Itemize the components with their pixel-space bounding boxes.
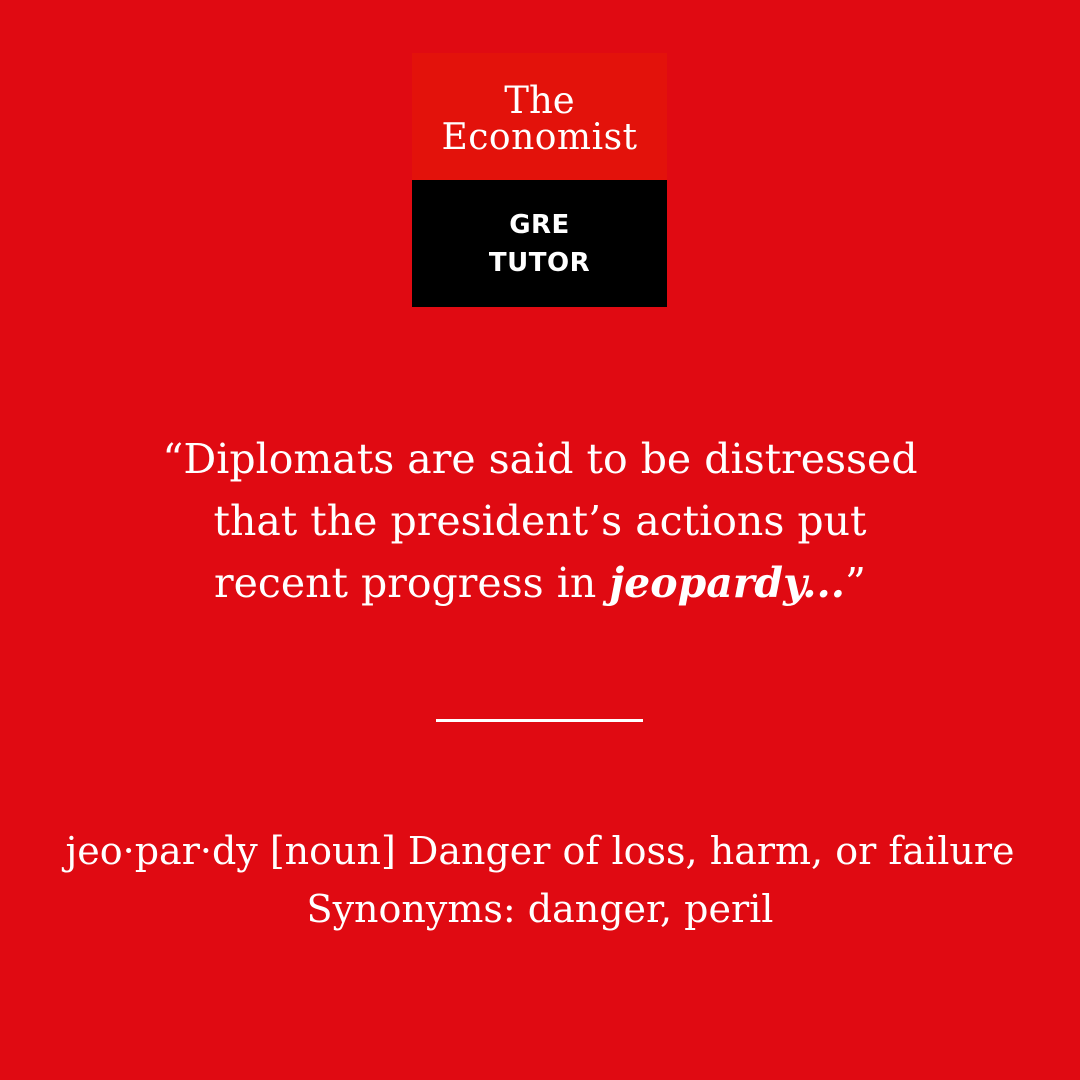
quote-line-2: that the president’s actions put — [213, 497, 867, 545]
logo-text-economist: Economist — [441, 116, 638, 158]
quote-line-3-prefix: recent progress in — [214, 559, 610, 607]
word-definition: jeo·par·dy [noun] Danger of loss, harm, … — [40, 822, 1040, 938]
quote-line-3: recent progress in jeopardy...” — [60, 552, 1020, 614]
divider-line — [436, 719, 643, 722]
example-quote: “Diplomats are said to be distressed tha… — [60, 428, 1020, 614]
economist-wordmark: The Economist — [412, 53, 667, 180]
synonyms-line: Synonyms: danger, peril — [306, 887, 774, 931]
badge-text-tutor: TUTOR — [488, 247, 591, 278]
badge-text-gre: GRE — [509, 209, 570, 240]
economist-gre-tutor-logo: The Economist GRE TUTOR — [412, 53, 667, 307]
logo-text-the: The — [504, 78, 575, 122]
gre-tutor-badge: GRE TUTOR — [412, 180, 667, 307]
quote-keyword: jeopardy... — [609, 559, 846, 607]
quote-closing-mark: ” — [845, 559, 866, 607]
definition-line: jeo·par·dy [noun] Danger of loss, harm, … — [65, 829, 1015, 873]
quote-line-1: “Diplomats are said to be distressed — [162, 435, 918, 483]
